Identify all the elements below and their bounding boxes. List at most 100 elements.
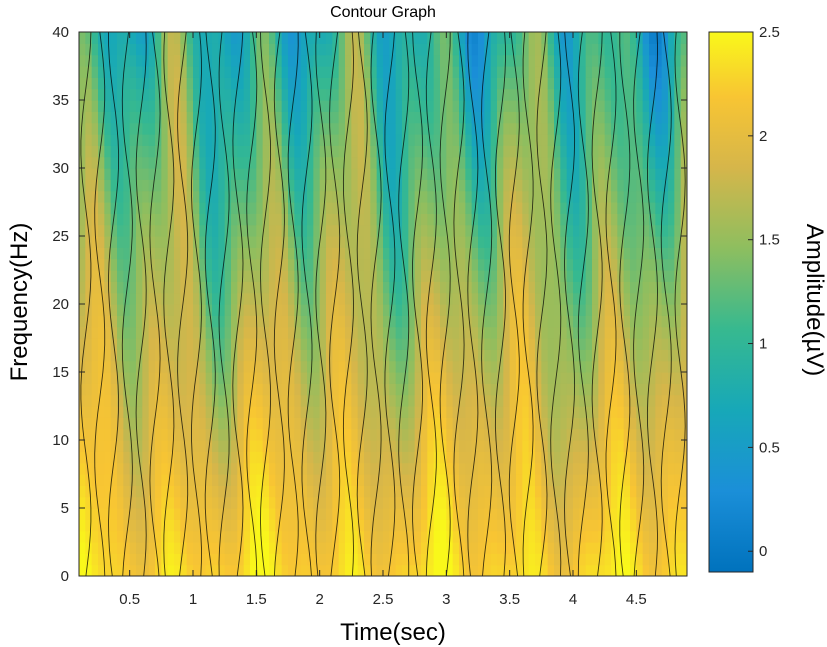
contour-cell <box>98 224 105 237</box>
contour-cell <box>288 292 295 305</box>
contour-cell <box>326 32 333 44</box>
contour-cell <box>224 451 232 464</box>
contour-cell <box>370 383 378 396</box>
contour-cell <box>117 190 124 203</box>
contour-cell <box>446 553 454 566</box>
contour-cell <box>193 77 200 90</box>
contour-cell <box>174 315 181 328</box>
contour-cell <box>104 519 112 532</box>
contour-cell <box>148 304 156 316</box>
contour-cell <box>79 474 86 486</box>
contour-cell <box>560 224 568 237</box>
contour-cell <box>294 564 302 576</box>
contour-cell <box>414 292 422 305</box>
contour-cell <box>117 88 124 101</box>
contour-cell <box>642 134 650 146</box>
contour-cell <box>547 383 555 396</box>
contour-cell <box>243 360 251 373</box>
contour-cell <box>326 190 333 203</box>
contour-cell <box>655 338 663 350</box>
contour-cell <box>503 462 511 475</box>
contour-cell <box>376 428 384 441</box>
contour-cell <box>326 77 333 90</box>
contour-cell <box>503 428 511 441</box>
contour-cell <box>326 564 333 576</box>
contour-cell <box>376 462 384 475</box>
contour-cell <box>642 496 650 509</box>
contour-cell <box>598 349 606 362</box>
contour-cell <box>307 428 314 441</box>
contour-cell <box>547 315 555 328</box>
contour-cell <box>275 564 283 576</box>
contour-cell <box>414 43 422 56</box>
contour-cell <box>357 304 365 316</box>
contour-cell <box>148 417 156 430</box>
contour-cell <box>408 43 416 56</box>
contour-cell <box>319 179 327 192</box>
contour-cell <box>503 417 511 430</box>
contour-cell <box>117 247 124 260</box>
contour-cell <box>484 224 492 237</box>
contour-cell <box>440 213 447 226</box>
contour-cell <box>307 145 314 158</box>
contour-cell <box>490 202 498 214</box>
contour-cell <box>465 417 473 430</box>
contour-cell <box>554 156 561 169</box>
contour-cell <box>535 406 542 418</box>
contour-cell <box>459 224 466 237</box>
contour-cell <box>395 530 403 543</box>
contour-cell <box>395 383 403 396</box>
contour-cell <box>649 372 656 384</box>
contour-cell <box>326 315 333 328</box>
contour-cell <box>509 224 517 237</box>
contour-cell <box>98 496 105 509</box>
contour-cell <box>560 383 568 396</box>
contour-cell <box>205 428 213 441</box>
contour-cell <box>345 428 352 441</box>
contour-cell <box>547 542 555 554</box>
contour-cell <box>91 553 99 566</box>
contour-cell <box>617 281 625 294</box>
contour-cell <box>319 111 327 124</box>
contour-cell <box>680 372 687 384</box>
contour-cell <box>281 360 289 373</box>
contour-cell <box>478 77 485 90</box>
contour-cell <box>351 213 359 226</box>
contour-cell <box>250 338 257 350</box>
contour-cell <box>611 202 618 214</box>
contour-cell <box>402 168 409 180</box>
contour-cell <box>611 168 618 180</box>
contour-cell <box>535 428 542 441</box>
contour-cell <box>579 394 587 407</box>
contour-cell <box>256 190 264 203</box>
contour-cell <box>338 100 346 112</box>
contour-cell <box>256 179 264 192</box>
contour-cell <box>421 122 428 135</box>
contour-cell <box>560 406 568 418</box>
contour-cell <box>408 519 416 532</box>
contour-cell <box>180 54 188 67</box>
contour-cell <box>155 440 162 452</box>
contour-cell <box>148 519 156 532</box>
contour-cell <box>212 77 219 90</box>
contour-cell <box>573 440 580 452</box>
contour-cell <box>465 168 473 180</box>
contour-cell <box>623 428 631 441</box>
contour-cell <box>275 224 283 237</box>
contour-cell <box>421 349 428 362</box>
contour-line <box>660 32 672 576</box>
contour-cell <box>91 428 99 441</box>
contour-cell <box>604 440 612 452</box>
contour-cell <box>129 270 137 282</box>
contour-cell <box>604 134 612 146</box>
contour-cell <box>497 168 504 180</box>
contour-cell <box>262 304 270 316</box>
contour-line <box>425 32 437 576</box>
contour-cell <box>585 54 593 67</box>
contour-cell <box>224 530 232 543</box>
contour-cell <box>478 281 485 294</box>
contour-cell <box>509 122 517 135</box>
contour-cell <box>123 485 131 498</box>
contour-cell <box>490 304 498 316</box>
contour-cell <box>573 428 580 441</box>
